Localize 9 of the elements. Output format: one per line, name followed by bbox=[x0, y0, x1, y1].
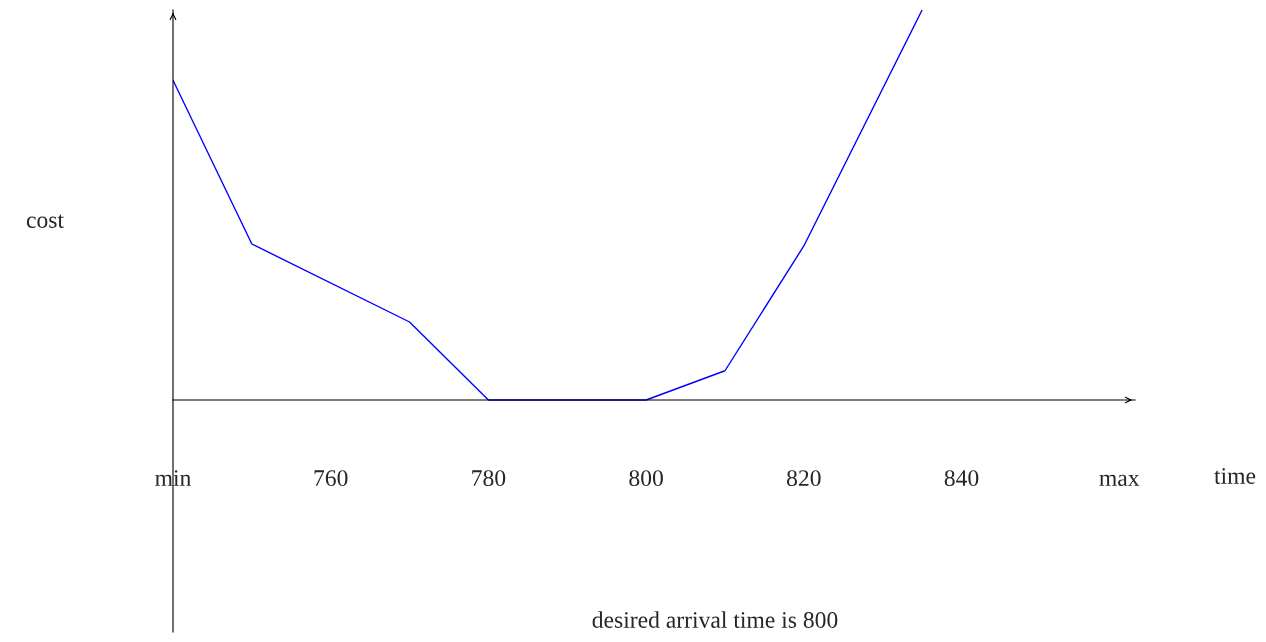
y-axis-title: cost bbox=[26, 214, 64, 228]
x-tick-label: 760 bbox=[314, 470, 348, 487]
x-tick-label: 840 bbox=[944, 470, 979, 487]
x-tick-label: 820 bbox=[787, 470, 821, 487]
x-tick-label: 780 bbox=[472, 470, 506, 487]
text: desired arrival time is 800 bbox=[592, 611, 838, 628]
x-tick-label: 800 bbox=[629, 470, 663, 487]
x-axis-title: time bbox=[1214, 468, 1256, 484]
x-tick-label: max bbox=[1099, 474, 1140, 487]
